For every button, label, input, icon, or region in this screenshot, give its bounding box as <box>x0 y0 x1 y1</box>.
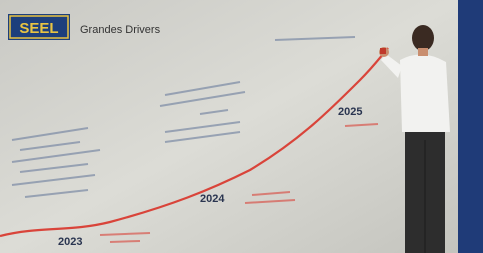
slide-title: Grandes Drivers <box>80 24 161 36</box>
logo-text: SEEL <box>19 20 58 37</box>
year-label: 2025 <box>338 106 362 118</box>
side-strip <box>458 0 483 253</box>
slide: SEEL Grandes Drivers 2023 2024 2025 <box>0 0 483 253</box>
year-label: 2023 <box>58 236 82 248</box>
year-label: 2024 <box>200 193 225 205</box>
